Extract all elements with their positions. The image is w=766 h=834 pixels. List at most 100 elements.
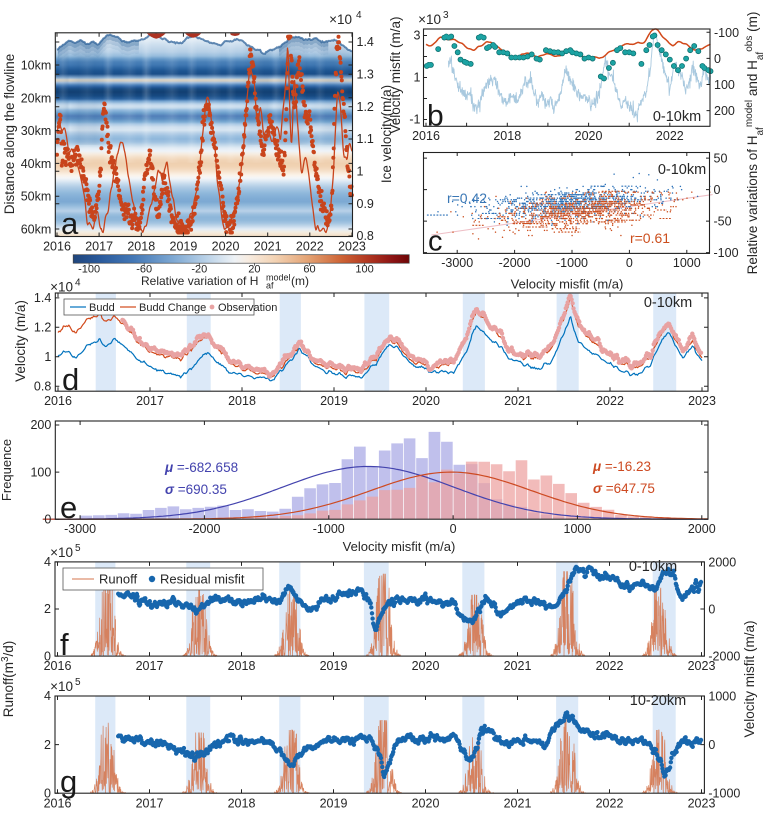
svg-text:×10: ×10 bbox=[418, 12, 441, 27]
svg-text:2017: 2017 bbox=[136, 797, 164, 811]
svg-text:1.1: 1.1 bbox=[357, 132, 374, 146]
svg-text:0: 0 bbox=[714, 52, 721, 66]
svg-text:2018: 2018 bbox=[493, 129, 521, 143]
svg-text:1: 1 bbox=[357, 165, 364, 179]
svg-text:100: 100 bbox=[30, 465, 51, 479]
svg-text:0: 0 bbox=[714, 183, 721, 197]
svg-text:μ =-682.658: μ =-682.658 bbox=[164, 460, 238, 475]
svg-text:50: 50 bbox=[714, 152, 728, 166]
svg-text:σ =647.75: σ =647.75 bbox=[593, 481, 655, 496]
svg-text:30km: 30km bbox=[21, 124, 52, 138]
svg-text:2023: 2023 bbox=[338, 240, 366, 254]
svg-text:0: 0 bbox=[44, 649, 51, 663]
svg-text:g: g bbox=[60, 764, 77, 799]
svg-text:2017: 2017 bbox=[136, 394, 164, 408]
svg-text:model: model bbox=[266, 273, 291, 283]
svg-text:2022: 2022 bbox=[596, 394, 624, 408]
svg-text:2020: 2020 bbox=[212, 240, 240, 254]
svg-text:×10: ×10 bbox=[50, 280, 73, 295]
svg-text:-50: -50 bbox=[714, 215, 732, 229]
svg-text:2: 2 bbox=[44, 602, 51, 616]
svg-text:1.3: 1.3 bbox=[357, 68, 374, 82]
svg-text:200: 200 bbox=[714, 104, 735, 118]
svg-text:-2000: -2000 bbox=[499, 256, 531, 270]
svg-text:f: f bbox=[60, 627, 69, 662]
svg-text:2016: 2016 bbox=[44, 659, 72, 673]
svg-text:4: 4 bbox=[356, 10, 362, 21]
svg-text:(m): (m) bbox=[291, 274, 309, 288]
svg-text:2021: 2021 bbox=[504, 659, 532, 673]
svg-text:-1000: -1000 bbox=[556, 256, 588, 270]
svg-text:-1: -1 bbox=[409, 113, 420, 127]
svg-text:2021: 2021 bbox=[504, 394, 532, 408]
svg-text:Ice velocity(m/a): Ice velocity(m/a) bbox=[379, 85, 394, 183]
svg-text:μ =-16.23: μ =-16.23 bbox=[592, 459, 651, 474]
svg-text:40km: 40km bbox=[21, 157, 52, 171]
svg-text:1: 1 bbox=[44, 350, 51, 364]
svg-text:3: 3 bbox=[414, 29, 421, 43]
svg-text:2020: 2020 bbox=[412, 394, 440, 408]
svg-text:b: b bbox=[427, 100, 444, 133]
svg-text:2020: 2020 bbox=[575, 129, 603, 143]
svg-text:0: 0 bbox=[44, 786, 51, 800]
svg-text:Budd: Budd bbox=[89, 302, 115, 314]
svg-text:Runoff: Runoff bbox=[99, 572, 137, 587]
svg-text:-60: -60 bbox=[136, 264, 152, 276]
svg-text:2020: 2020 bbox=[412, 797, 440, 811]
svg-text:-1000: -1000 bbox=[708, 787, 740, 801]
svg-text:e: e bbox=[60, 490, 77, 525]
svg-text:r=0.61: r=0.61 bbox=[630, 230, 670, 246]
svg-text:-100: -100 bbox=[714, 246, 739, 260]
svg-text:20: 20 bbox=[248, 264, 260, 276]
svg-text:2019: 2019 bbox=[170, 240, 198, 254]
svg-text:4: 4 bbox=[75, 278, 81, 289]
svg-text:2016: 2016 bbox=[44, 797, 72, 811]
svg-text:0: 0 bbox=[708, 738, 715, 752]
svg-text:5: 5 bbox=[75, 677, 81, 688]
svg-text:0-10km: 0-10km bbox=[629, 559, 677, 575]
svg-text:Observation: Observation bbox=[218, 302, 277, 314]
svg-text:1.2: 1.2 bbox=[34, 321, 51, 335]
svg-text:-100: -100 bbox=[78, 264, 100, 276]
svg-text:d: d bbox=[62, 362, 79, 397]
svg-text:0: 0 bbox=[708, 603, 715, 617]
svg-text:2000: 2000 bbox=[688, 522, 716, 536]
svg-text:2019: 2019 bbox=[320, 394, 348, 408]
svg-text:Velocity misfit (m/a): Velocity misfit (m/a) bbox=[343, 539, 456, 554]
svg-text:Velocity misfit (m/a): Velocity misfit (m/a) bbox=[742, 620, 757, 737]
svg-text:2018: 2018 bbox=[228, 394, 256, 408]
svg-text:2017: 2017 bbox=[136, 659, 164, 673]
svg-text:5: 5 bbox=[75, 543, 81, 554]
svg-text:0.9: 0.9 bbox=[357, 197, 374, 211]
svg-text:100: 100 bbox=[714, 78, 735, 92]
svg-text:1.4: 1.4 bbox=[34, 291, 51, 305]
svg-text:×10: ×10 bbox=[50, 545, 73, 560]
svg-text:2018: 2018 bbox=[228, 797, 256, 811]
svg-text:100: 100 bbox=[355, 264, 373, 276]
svg-text:Relative variation of H: Relative variation of H bbox=[141, 274, 258, 288]
svg-text:2018: 2018 bbox=[127, 240, 155, 254]
svg-text:2022: 2022 bbox=[656, 129, 684, 143]
svg-text:2022: 2022 bbox=[596, 797, 624, 811]
svg-text:-3000: -3000 bbox=[64, 522, 96, 536]
svg-text:2000: 2000 bbox=[708, 555, 736, 569]
svg-text:2016: 2016 bbox=[43, 240, 71, 254]
svg-text:2023: 2023 bbox=[688, 797, 716, 811]
svg-text:-2000: -2000 bbox=[188, 522, 220, 536]
svg-text:1000: 1000 bbox=[673, 256, 701, 270]
svg-text:×10: ×10 bbox=[50, 679, 73, 694]
svg-text:2016: 2016 bbox=[412, 129, 440, 143]
svg-text:60km: 60km bbox=[21, 223, 52, 237]
svg-text:-1000: -1000 bbox=[313, 522, 345, 536]
svg-text:4: 4 bbox=[44, 689, 51, 703]
svg-text:Budd Change: Budd Change bbox=[139, 302, 206, 314]
svg-text:2019: 2019 bbox=[320, 659, 348, 673]
svg-text:2023: 2023 bbox=[688, 394, 716, 408]
svg-text:-3000: -3000 bbox=[441, 256, 473, 270]
svg-text:1.4: 1.4 bbox=[357, 35, 374, 49]
svg-text:200: 200 bbox=[30, 418, 51, 432]
svg-text:2019: 2019 bbox=[320, 797, 348, 811]
svg-text:Runoff(m3/d): Runoff(m3/d) bbox=[0, 641, 16, 718]
svg-text:a: a bbox=[61, 206, 79, 241]
svg-text:Distance along the flowline: Distance along the flowline bbox=[2, 54, 17, 215]
